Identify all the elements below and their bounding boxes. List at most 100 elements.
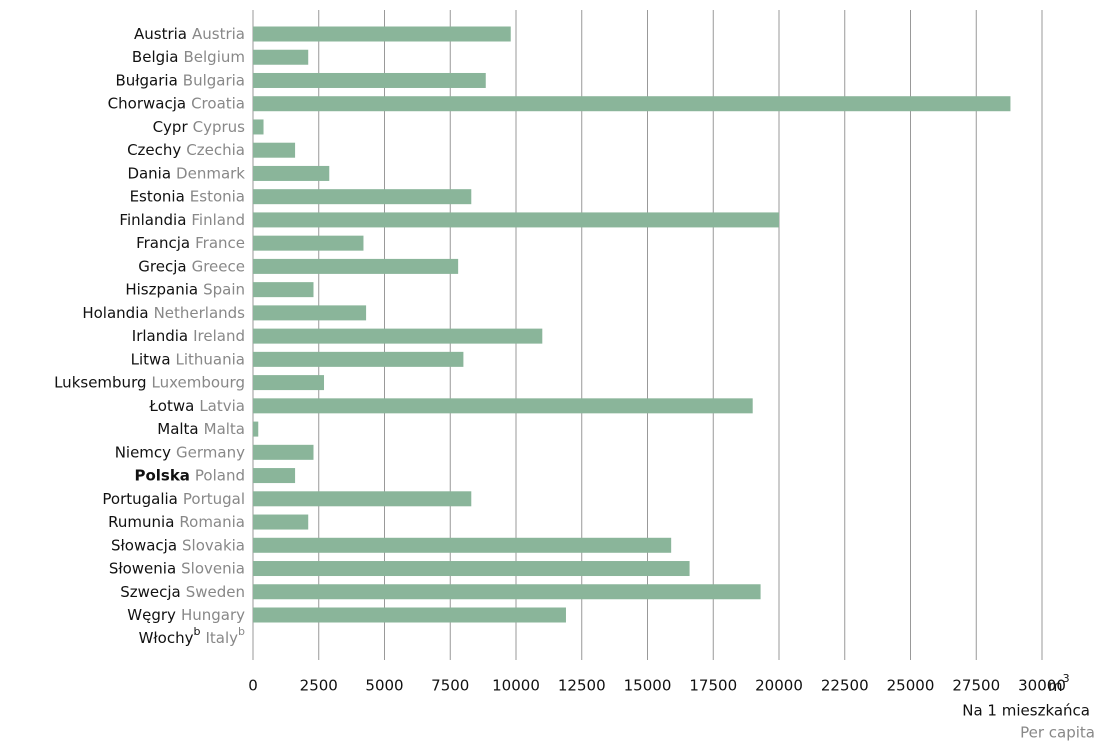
x-tick-label: 15000	[624, 677, 672, 695]
category-en: Finland	[191, 210, 245, 228]
x-tick-label: 12500	[558, 677, 606, 695]
category-pl: Polska	[134, 466, 189, 484]
category-label: Węgry Hungary	[127, 606, 245, 624]
category-label: Portugalia Portugal	[102, 489, 245, 507]
category-en: Hungary	[181, 606, 245, 624]
bar	[253, 537, 672, 553]
category-en: Czechia	[186, 141, 245, 159]
category-label: Dania Denmark	[127, 164, 245, 182]
category-label: Szwecja Sweden	[120, 582, 245, 600]
x-tick-label: 27500	[952, 677, 1000, 695]
bar	[253, 375, 325, 391]
bar	[253, 165, 330, 181]
bar	[253, 421, 259, 437]
x-tick-label: 30000	[1018, 677, 1066, 695]
category-en: Cyprus	[193, 117, 246, 135]
category-pl: Dania	[127, 164, 171, 182]
x-tick-label: 0	[248, 677, 258, 695]
category-pl: Szwecja	[120, 582, 181, 600]
category-pl: Holandia	[82, 303, 148, 321]
x-tick-label: 22500	[821, 677, 869, 695]
category-label: Francja France	[136, 234, 245, 252]
category-pl: Niemcy	[115, 443, 171, 461]
category-en: France	[195, 234, 245, 252]
bar	[253, 119, 264, 135]
category-pl: Irlandia	[132, 327, 188, 345]
category-en: Latvia	[199, 396, 245, 414]
category-label: Finlandia Finland	[119, 210, 245, 228]
bar	[253, 491, 472, 507]
category-label: Cypr Cyprus	[153, 117, 246, 135]
category-en: Slovakia	[182, 536, 245, 554]
category-pl: Bułgaria	[115, 71, 177, 89]
category-label: Hiszpania Spain	[125, 280, 245, 298]
category-pl: Rumunia	[108, 513, 174, 531]
category-label: Holandia Netherlands	[82, 303, 245, 321]
bar	[253, 72, 486, 88]
category-en: Germany	[176, 443, 245, 461]
category-label: Słowenia Slovenia	[109, 559, 245, 577]
bar	[253, 142, 296, 158]
x-tick-label: 20000	[755, 677, 803, 695]
category-pl: Francja	[136, 234, 190, 252]
category-label: Grecja Greece	[138, 257, 245, 275]
x-tick-label: 10000	[492, 677, 540, 695]
unit-base: m	[1048, 677, 1063, 695]
category-label: Chorwacja Croatia	[108, 94, 245, 112]
category-pl: Luksemburg	[54, 373, 146, 391]
category-pl: Estonia	[130, 187, 185, 205]
category-en: Estonia	[190, 187, 245, 205]
category-label: Malta Malta	[157, 420, 245, 438]
bar	[253, 584, 761, 600]
x-tick-label: 17500	[689, 677, 737, 695]
category-en: Portugal	[183, 489, 245, 507]
bar	[253, 351, 464, 367]
category-en: Poland	[195, 466, 245, 484]
bar	[253, 444, 314, 460]
category-pl: Litwa	[131, 350, 171, 368]
bar	[253, 468, 296, 484]
category-label: Belgia Belgium	[132, 48, 245, 66]
category-label: Łotwa Latvia	[148, 396, 245, 414]
category-en: Netherlands	[154, 303, 246, 321]
category-label: Austria Austria	[134, 25, 245, 43]
category-en: Denmark	[176, 164, 245, 182]
category-label: Luksemburg Luxembourg	[54, 373, 245, 391]
category-pl: Słowacja	[111, 536, 177, 554]
bar	[253, 189, 472, 205]
x-tick-label: 2500	[300, 677, 338, 695]
category-en: Belgium	[184, 48, 246, 66]
category-en: Lithuania	[176, 350, 245, 368]
category-pl: Portugalia	[102, 489, 177, 507]
x-axis-label: Na 1 mieszkańca	[962, 702, 1090, 720]
unit: m3	[1048, 672, 1070, 695]
bar	[253, 282, 314, 298]
category-pl: Grecja	[138, 257, 186, 275]
category-en: Croatia	[191, 94, 245, 112]
category-label: Słowacja Slovakia	[111, 536, 245, 554]
category-en: Sweden	[186, 582, 245, 600]
bar	[253, 305, 367, 321]
category-note-en: b	[238, 625, 245, 638]
category-en: Spain	[203, 280, 245, 298]
bar	[253, 514, 309, 530]
category-label: Niemcy Germany	[115, 443, 245, 461]
x-tick-label: 7500	[431, 677, 469, 695]
category-pl: Węgry	[127, 606, 176, 624]
category-en: Romania	[179, 513, 245, 531]
bar	[253, 258, 459, 274]
category-label: Bułgaria Bulgaria	[115, 71, 245, 89]
bar	[253, 26, 511, 42]
category-label: Irlandia Ireland	[132, 327, 245, 345]
bar	[253, 561, 690, 577]
category-en: Slovenia	[181, 559, 245, 577]
category-pl: Łotwa	[148, 396, 194, 414]
bar	[253, 398, 753, 414]
bar	[253, 96, 1011, 112]
category-pl: Włochy	[139, 629, 194, 647]
bar	[253, 607, 566, 623]
category-label: Czechy Czechia	[127, 141, 245, 159]
category-en: Malta	[204, 420, 245, 438]
category-pl: Hiszpania	[125, 280, 198, 298]
